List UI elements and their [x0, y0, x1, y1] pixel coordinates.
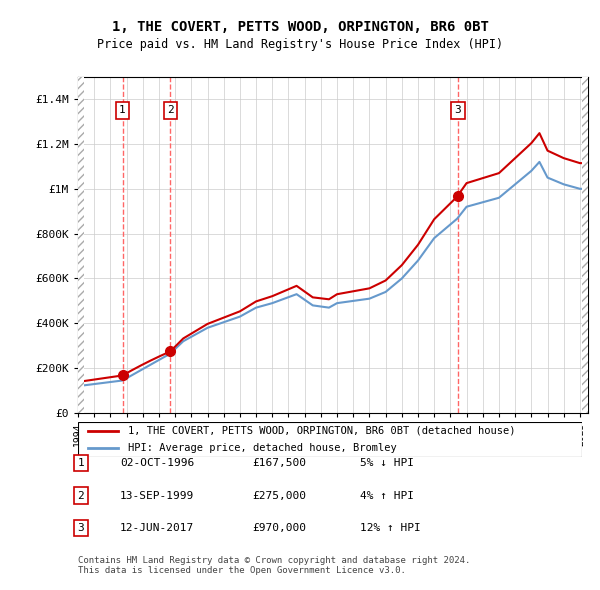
Text: 13-SEP-1999: 13-SEP-1999	[120, 491, 194, 500]
Text: 02-OCT-1996: 02-OCT-1996	[120, 458, 194, 468]
Text: 1, THE COVERT, PETTS WOOD, ORPINGTON, BR6 0BT: 1, THE COVERT, PETTS WOOD, ORPINGTON, BR…	[112, 19, 488, 34]
FancyBboxPatch shape	[78, 422, 582, 457]
Text: 1: 1	[77, 458, 85, 468]
Text: 3: 3	[77, 523, 85, 533]
Text: HPI: Average price, detached house, Bromley: HPI: Average price, detached house, Brom…	[128, 444, 397, 453]
Text: 1: 1	[119, 106, 126, 115]
Text: 4% ↑ HPI: 4% ↑ HPI	[360, 491, 414, 500]
Text: 1, THE COVERT, PETTS WOOD, ORPINGTON, BR6 0BT (detached house): 1, THE COVERT, PETTS WOOD, ORPINGTON, BR…	[128, 426, 516, 435]
Text: Price paid vs. HM Land Registry's House Price Index (HPI): Price paid vs. HM Land Registry's House …	[97, 38, 503, 51]
Bar	[78, 77, 85, 413]
Bar	[581, 77, 588, 413]
Text: 2: 2	[77, 491, 85, 500]
Text: Contains HM Land Registry data © Crown copyright and database right 2024.
This d: Contains HM Land Registry data © Crown c…	[78, 556, 470, 575]
Text: 2: 2	[167, 106, 174, 115]
Text: 5% ↓ HPI: 5% ↓ HPI	[360, 458, 414, 468]
Text: £167,500: £167,500	[252, 458, 306, 468]
Text: 12% ↑ HPI: 12% ↑ HPI	[360, 523, 421, 533]
Text: £275,000: £275,000	[252, 491, 306, 500]
Text: £970,000: £970,000	[252, 523, 306, 533]
Text: 3: 3	[454, 106, 461, 115]
Text: 12-JUN-2017: 12-JUN-2017	[120, 523, 194, 533]
